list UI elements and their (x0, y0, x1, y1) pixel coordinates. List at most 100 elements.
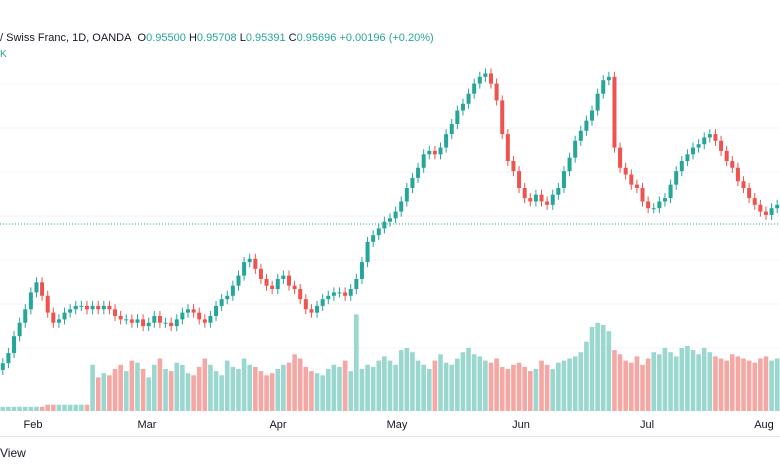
candle-body (174, 319, 179, 327)
candle-body (444, 134, 449, 148)
candle-body (90, 305, 95, 310)
volume-bar (623, 360, 628, 411)
volume-bar (90, 364, 95, 411)
candle-body (157, 316, 162, 323)
volume-bar (185, 373, 191, 411)
volume-bar (701, 348, 707, 411)
candle-body (0, 363, 5, 370)
volume-bar (539, 360, 544, 411)
candle-body (169, 322, 174, 327)
candle-body (730, 161, 735, 168)
x-tick-label: Jul (639, 419, 655, 431)
volume-bar (45, 404, 51, 411)
volume-bar (393, 364, 398, 411)
candle-body (640, 188, 645, 202)
volume-bar (236, 369, 241, 411)
volume-bars (0, 314, 780, 411)
candle-body (528, 198, 533, 202)
candle-body (34, 282, 39, 293)
candle-body (62, 312, 67, 320)
volume-bar (578, 352, 584, 411)
volume-bar (426, 369, 432, 411)
candle-body (270, 285, 275, 290)
volume-bar (241, 358, 247, 411)
volume-bar (471, 354, 477, 411)
candle-body (432, 150, 437, 155)
volume-bar (118, 364, 123, 411)
candle-body (691, 147, 696, 155)
candle-body (662, 198, 667, 202)
volume-bar (651, 352, 657, 411)
candle-body (584, 120, 589, 131)
volume-bar (112, 369, 118, 411)
candle-body (404, 188, 409, 202)
volume-bar (561, 360, 567, 411)
volume-bar (432, 360, 438, 411)
volume-bar (34, 406, 39, 411)
candle-body (483, 73, 488, 77)
candle-body (23, 309, 28, 323)
volume-bar (152, 364, 157, 411)
candle-body (40, 282, 45, 296)
candle-body (539, 194, 544, 202)
candle-body (359, 262, 364, 279)
volume-label: K (0, 49, 7, 60)
candle-body (348, 289, 353, 296)
candle-body (460, 103, 465, 111)
candle-body (679, 161, 684, 172)
volume-bar (556, 362, 561, 411)
x-tick-label: Apr (269, 419, 287, 431)
candle-body (163, 322, 168, 324)
candle-body (623, 167, 628, 175)
volume-bar (673, 356, 679, 411)
candle-body (590, 110, 595, 121)
volume-bar (325, 369, 331, 411)
volume-bar (348, 371, 354, 411)
candle-body (629, 174, 634, 185)
volume-bar (544, 364, 550, 411)
volume-bar (645, 358, 651, 411)
volume-bar (387, 360, 393, 411)
low-key: L (239, 32, 246, 44)
volume-bar (679, 348, 685, 411)
brand-label[interactable]: View (0, 446, 26, 460)
chart-legend: / Swiss Franc, 1D, OANDA O0.95500 H0.957… (0, 32, 434, 44)
open-value: 0.95500 (146, 32, 186, 44)
candle-body (612, 76, 617, 148)
candle-body (399, 201, 404, 212)
candle-body (135, 319, 140, 323)
volume-bar (455, 358, 460, 411)
volume-bar (696, 354, 701, 411)
volume-bar (219, 375, 224, 411)
volume-bar (494, 358, 499, 411)
candle-body (702, 137, 707, 145)
candle-body (393, 211, 398, 219)
candle-body (601, 80, 606, 94)
candle-body (752, 198, 757, 205)
candle-body (668, 184, 673, 199)
candle-body (118, 316, 123, 320)
candle-body (51, 312, 56, 323)
candle-body (45, 295, 50, 313)
volume-bar (168, 371, 174, 411)
candle-body (651, 208, 656, 210)
volume-bar (163, 369, 168, 411)
volume-bar (522, 366, 527, 411)
volume-bar (314, 373, 320, 411)
candle-body (707, 134, 712, 138)
candle-body (489, 73, 494, 84)
volume-bar (572, 356, 578, 411)
volume-bar (707, 352, 713, 411)
candle-body (758, 204, 763, 212)
volume-bar (600, 324, 606, 411)
candle-body (129, 319, 134, 323)
volume-bar (533, 369, 539, 411)
candle-body (517, 171, 522, 188)
change-value: +0.00196 (+0.20%) (339, 32, 434, 44)
volume-bar (382, 356, 387, 411)
volume-bar (275, 369, 281, 411)
x-tick-label: Mar (137, 419, 157, 431)
candle-body (247, 258, 252, 263)
volume-bar (269, 373, 275, 411)
